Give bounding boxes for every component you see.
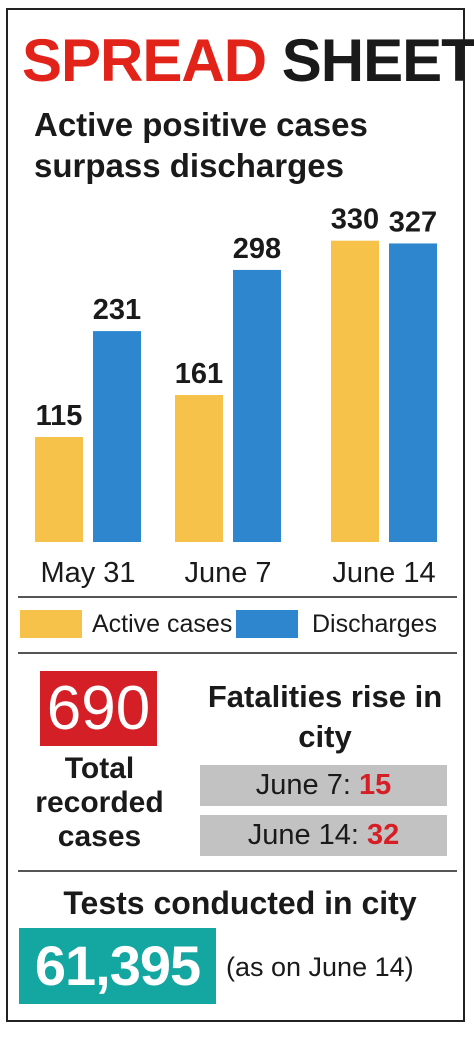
tests-note: (as on June 14): [226, 952, 414, 982]
legend-swatch-discharges: [236, 610, 298, 638]
fatalities-count: 32: [367, 819, 400, 851]
chart-title: Active positive cases surpass discharges: [34, 106, 368, 184]
x-tick-label: June 7: [184, 557, 271, 589]
active-cases-bar: [331, 240, 379, 542]
total-cases-value: 690: [40, 671, 157, 746]
total-cases-label: Total recorded cases: [35, 752, 164, 853]
bar-data-label: 231: [93, 294, 141, 326]
bar-data-label: 298: [233, 233, 281, 265]
fatalities-title: Fatalities rise in city: [207, 679, 443, 754]
infographic-frame: [6, 8, 465, 1022]
fatalities-date: June 14:: [247, 819, 359, 851]
x-tick-label: May 31: [40, 557, 135, 589]
legend-label-discharges: Discharges: [312, 610, 438, 638]
bar-chart: 115 231 May 31 161 298 June 7 330 327 June 14: [35, 204, 437, 589]
fatalities-date: June 7:: [255, 769, 351, 801]
bar-data-label: 330: [331, 204, 379, 236]
bar-data-label: 327: [389, 206, 437, 238]
tests-value: 61,395: [19, 928, 216, 1004]
tests-title: Tests conducted in city: [63, 885, 417, 921]
chart-legend: Active cases Discharges: [20, 603, 460, 643]
x-tick-label: June 14: [332, 557, 435, 589]
fatalities-row: June 7: 15: [200, 765, 447, 806]
active-cases-bar: [35, 437, 83, 542]
discharges-bar: [389, 243, 437, 542]
fatalities-row: June 14: 32: [200, 815, 447, 856]
discharges-bar: [233, 269, 281, 542]
header-title: SPREAD SHEET: [22, 26, 474, 96]
legend-label-active: Active cases: [92, 610, 233, 638]
header-word-spread: SPREAD: [22, 27, 267, 94]
bar-data-label: 161: [175, 358, 223, 390]
divider-middle: [18, 652, 457, 654]
discharges-bar: [93, 331, 141, 542]
header-word-sheet: SHEET: [281, 27, 474, 94]
active-cases-bar: [175, 395, 223, 542]
divider-top: [18, 596, 457, 598]
divider-bottom: [18, 870, 457, 872]
legend-swatch-active: [20, 610, 82, 638]
bar-data-label: 115: [36, 400, 83, 432]
fatalities-count: 15: [358, 769, 392, 801]
